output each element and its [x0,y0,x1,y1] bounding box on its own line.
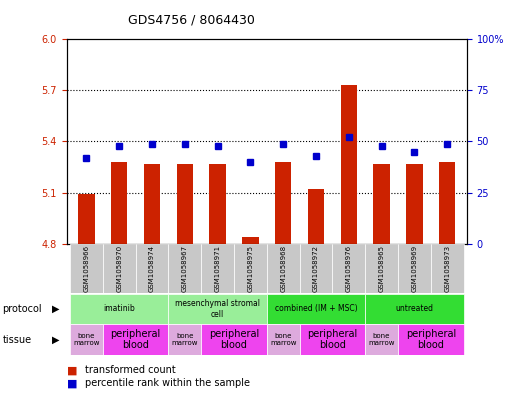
Text: transformed count: transformed count [85,365,175,375]
Text: peripheral
blood: peripheral blood [307,329,358,350]
Bar [406,163,423,244]
Text: GSM1058972: GSM1058972 [313,245,319,292]
FancyBboxPatch shape [168,294,267,324]
FancyBboxPatch shape [431,244,464,293]
FancyBboxPatch shape [332,244,365,293]
FancyBboxPatch shape [103,324,168,355]
Bar [242,237,259,244]
Text: protocol: protocol [3,304,42,314]
FancyBboxPatch shape [70,294,168,324]
Text: GSM1058969: GSM1058969 [411,245,418,292]
Text: GSM1058966: GSM1058966 [84,245,89,292]
Text: GSM1058967: GSM1058967 [182,245,188,292]
Text: imatinib: imatinib [103,305,135,313]
Text: ■: ■ [67,365,77,375]
Bar [308,189,324,244]
FancyBboxPatch shape [168,244,201,293]
Bar [209,163,226,244]
Text: GSM1058974: GSM1058974 [149,245,155,292]
FancyBboxPatch shape [234,244,267,293]
Text: ▶: ▶ [51,334,59,345]
Text: mesenchymal stromal
cell: mesenchymal stromal cell [175,299,260,319]
FancyBboxPatch shape [267,324,300,355]
Text: peripheral
blood: peripheral blood [209,329,259,350]
Bar [341,85,357,244]
FancyBboxPatch shape [267,294,365,324]
Bar [78,194,94,244]
FancyBboxPatch shape [267,244,300,293]
Text: ■: ■ [67,378,77,388]
FancyBboxPatch shape [398,244,431,293]
Bar [373,163,390,244]
Bar [439,162,456,244]
Text: GDS4756 / 8064430: GDS4756 / 8064430 [128,14,255,27]
FancyBboxPatch shape [103,244,135,293]
FancyBboxPatch shape [201,244,234,293]
Text: GSM1058976: GSM1058976 [346,245,352,292]
FancyBboxPatch shape [201,324,267,355]
Text: GSM1058975: GSM1058975 [247,245,253,292]
Bar [275,162,291,244]
Bar [176,163,193,244]
Text: peripheral
blood: peripheral blood [406,329,456,350]
Text: bone
marrow: bone marrow [73,333,100,346]
FancyBboxPatch shape [398,324,464,355]
FancyBboxPatch shape [300,324,365,355]
FancyBboxPatch shape [70,324,103,355]
Text: untreated: untreated [396,305,433,313]
FancyBboxPatch shape [365,324,398,355]
Text: peripheral
blood: peripheral blood [110,329,161,350]
Bar [111,162,127,244]
FancyBboxPatch shape [70,244,103,293]
Bar [144,163,160,244]
FancyBboxPatch shape [365,244,398,293]
Text: ▶: ▶ [51,304,59,314]
Text: tissue: tissue [3,334,32,345]
Text: GSM1058965: GSM1058965 [379,245,385,292]
FancyBboxPatch shape [168,324,201,355]
Text: bone
marrow: bone marrow [368,333,395,346]
Text: GSM1058971: GSM1058971 [214,245,221,292]
Text: GSM1058973: GSM1058973 [444,245,450,292]
FancyBboxPatch shape [135,244,168,293]
Text: bone
marrow: bone marrow [171,333,198,346]
Text: GSM1058968: GSM1058968 [280,245,286,292]
Text: GSM1058970: GSM1058970 [116,245,122,292]
FancyBboxPatch shape [300,244,332,293]
FancyBboxPatch shape [365,294,464,324]
Text: percentile rank within the sample: percentile rank within the sample [85,378,250,388]
Text: bone
marrow: bone marrow [270,333,297,346]
Text: combined (IM + MSC): combined (IM + MSC) [274,305,357,313]
